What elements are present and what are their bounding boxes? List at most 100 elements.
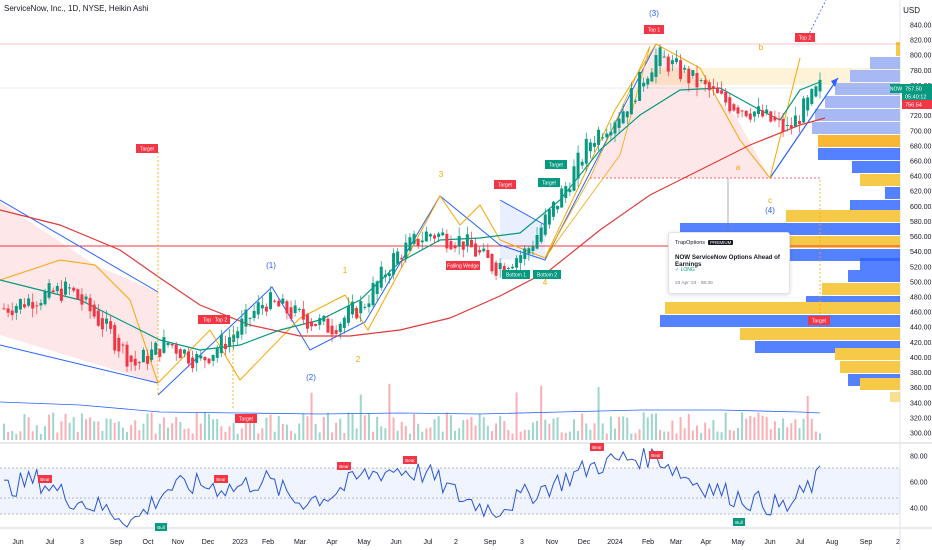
- candle-body: [2, 308, 6, 310]
- rsi-tick: 80.00: [910, 454, 928, 461]
- candle-body: [490, 253, 494, 272]
- volume-bar: [363, 415, 366, 440]
- candle-body: [777, 118, 781, 120]
- candle-body: [597, 129, 601, 145]
- time-tick: Jul: [46, 539, 55, 546]
- volume-bar: [773, 421, 776, 440]
- candle-body: [228, 337, 232, 347]
- tag-top2-right: Top 2: [795, 33, 815, 42]
- candle-body: [494, 262, 498, 276]
- price-tick: 540.00: [910, 249, 932, 256]
- candle-body: [498, 263, 502, 270]
- volume-bar: [179, 422, 182, 440]
- candle-body: [109, 321, 113, 329]
- orange-wave: [0, 43, 801, 384]
- price-tick: 700.00: [910, 128, 932, 135]
- candle-body: [215, 348, 219, 358]
- candle-body: [330, 325, 334, 335]
- candle-body: [158, 348, 162, 357]
- candle-body: [461, 241, 465, 250]
- candle-body: [576, 152, 580, 179]
- candle-body: [781, 118, 785, 132]
- volume-bar: [306, 416, 309, 440]
- volume-bar: [359, 394, 362, 440]
- volume-bar: [577, 431, 580, 440]
- time-tick: 2: [454, 539, 458, 546]
- svg-text:Bear: Bear: [405, 458, 415, 463]
- svg-text:Bottom 1: Bottom 1: [506, 273, 526, 279]
- volume-bar: [507, 430, 510, 440]
- volume-bar: [687, 413, 690, 440]
- price-tick: 400.00: [910, 355, 932, 362]
- volume-bar: [819, 433, 821, 440]
- candle-body: [137, 362, 141, 364]
- candle-body: [326, 318, 330, 333]
- volume-bar: [741, 412, 744, 440]
- volume-bar: [35, 425, 38, 440]
- ma-green: [0, 81, 821, 351]
- volume-bar: [515, 392, 518, 440]
- candle-body: [519, 255, 523, 263]
- candle-body: [383, 274, 387, 278]
- time-tick: Aug: [826, 539, 839, 546]
- candle-body: [621, 111, 625, 124]
- volume-bar: [765, 416, 768, 440]
- volume-bar: [331, 432, 334, 440]
- volume-bar: [232, 422, 235, 440]
- sub-label-4: 4: [543, 278, 548, 287]
- volume-bar: [667, 431, 670, 440]
- volume-bar: [622, 416, 625, 440]
- candle-body: [515, 258, 519, 268]
- candle-body: [543, 214, 547, 235]
- volume-bar: [85, 419, 88, 440]
- svg-text:Target: Target: [498, 183, 513, 189]
- rsi-tick: 40.00: [910, 506, 928, 513]
- volume-bar: [646, 417, 649, 440]
- candle-body: [314, 323, 318, 326]
- candle-body: [715, 87, 719, 94]
- volume-bar: [318, 432, 321, 440]
- candle-body: [728, 97, 732, 112]
- candle-body: [355, 308, 359, 319]
- svg-text:Top 2: Top 2: [799, 36, 811, 42]
- candle-body: [43, 291, 47, 305]
- candle-body: [810, 89, 814, 104]
- volume-bar: [367, 413, 370, 440]
- candle-body: [806, 97, 810, 111]
- svg-text:756.54: 756.54: [905, 103, 922, 109]
- volume-bar: [257, 433, 260, 440]
- volume-bar: [154, 433, 157, 440]
- volume-bar: [339, 418, 342, 440]
- time-tick: 3: [80, 539, 84, 546]
- candle-body: [560, 188, 564, 208]
- volume-bar: [404, 425, 407, 440]
- volume-bar: [113, 422, 116, 440]
- candle-body: [584, 138, 588, 164]
- price-tick: 360.00: [910, 385, 932, 392]
- premium-badge: PREMIUM: [708, 240, 734, 245]
- candle-body: [625, 111, 629, 118]
- candle-body: [27, 298, 31, 306]
- candle-body: [166, 342, 170, 345]
- current-price-tag: NOW 757.50 05:40:12 756.54: [890, 84, 932, 109]
- volume-bar: [44, 426, 47, 440]
- news-card[interactable]: TrapOptions PREMIUM NOW ServiceNow Option…: [668, 232, 790, 294]
- volume-bar: [162, 417, 165, 440]
- svg-text:Target: Target: [812, 319, 827, 325]
- news-title[interactable]: NOW ServiceNow Options Ahead of Earnings: [675, 254, 780, 268]
- volume-bar: [519, 431, 522, 440]
- candle-body: [691, 70, 695, 76]
- volume-bar: [753, 417, 756, 440]
- volume-bar: [470, 416, 473, 440]
- candle-body: [310, 321, 314, 327]
- currency-label: USD: [903, 6, 920, 15]
- price-tick: 820.00: [910, 38, 932, 45]
- volume-bar: [109, 418, 112, 440]
- candle-body: [711, 86, 715, 89]
- tag-bottom2: Bottom 2: [533, 270, 561, 279]
- news-source: TrapOptions PREMIUM: [675, 240, 734, 246]
- candle-body: [187, 351, 191, 364]
- candle-body: [14, 306, 18, 313]
- volume-bar: [683, 428, 686, 440]
